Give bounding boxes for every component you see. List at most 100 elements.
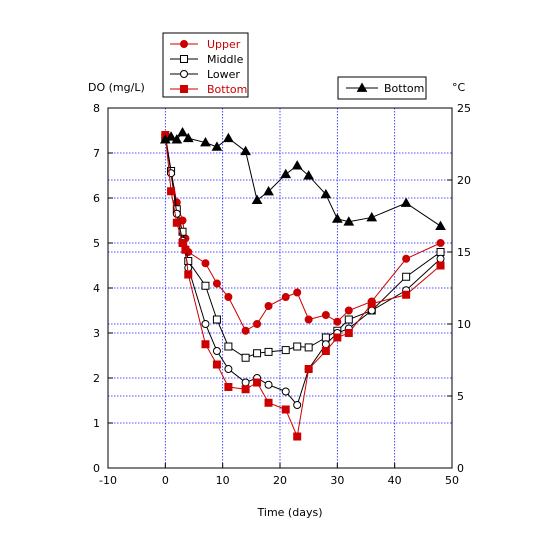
legend-marker [180,40,188,48]
data-point [177,126,188,137]
y-left-tick-label: 5 [93,237,100,250]
series-line [164,134,441,332]
data-point [212,315,221,324]
data-point [436,254,445,263]
data-point [181,245,190,254]
series-layer [159,126,446,441]
data-point [182,132,194,143]
data-point [264,302,273,310]
legend-label: Lower [207,68,240,81]
data-point [201,340,210,349]
data-point [343,216,355,226]
data-point [241,326,250,335]
y-right-tick-label: 0 [457,462,464,475]
x-tick-label: 30 [330,474,344,487]
y-right-tick-label: 25 [457,102,471,115]
y-left-tick-label: 0 [93,462,100,475]
data-point [223,132,234,143]
data-point [241,385,250,394]
x-tick-label: 50 [445,474,459,487]
data-point [224,342,233,351]
data-point [212,347,221,355]
y-right-tick-label: 15 [457,246,471,259]
data-point [333,333,342,342]
data-point [251,194,263,205]
legend-label: Bottom [207,83,247,96]
data-point [402,290,411,299]
legend-marker [180,85,188,93]
data-point [240,145,251,156]
series-bottom-left [161,131,445,441]
data-point [402,272,411,281]
y-axis-left-title: DO (mg/L) [88,81,145,94]
legend-right-box [337,76,427,100]
data-point [212,279,221,288]
data-point [436,239,445,247]
data-point [402,254,411,263]
x-tick-label: 40 [388,474,402,487]
data-point [321,347,330,355]
data-point [201,320,210,328]
data-point [436,248,445,256]
data-point [293,342,302,351]
grid [108,108,452,468]
legend-label: Bottom [384,82,424,95]
series-upper-left [161,131,445,335]
data-point [212,360,221,369]
y-right-tick-label: 5 [457,390,464,403]
data-point [367,299,376,308]
data-point [344,306,353,315]
data-point [344,315,353,324]
data-point [366,211,378,222]
data-point [280,168,292,179]
data-point [321,311,330,319]
data-point [201,281,210,290]
data-point [165,131,177,141]
data-point [167,187,176,196]
series-middle-left [161,133,445,362]
data-point [211,141,223,151]
x-tick-label: -10 [99,474,117,487]
y-left-tick-label: 3 [93,327,100,340]
y-left-tick-label: 1 [93,417,100,430]
y-left-tick-label: 2 [93,372,100,385]
y-axis-right-title: °C [452,81,466,94]
data-point [224,365,233,373]
data-point [263,186,274,196]
data-point [321,333,330,342]
data-point [224,383,233,391]
x-tick-label: 20 [273,474,287,487]
data-point [293,432,302,441]
data-point [178,239,187,247]
data-point [281,405,290,414]
data-point [201,259,210,268]
y-right-tick-label: 20 [457,174,471,187]
y-left-tick-label: 7 [93,147,100,160]
data-point [241,353,250,362]
data-point [184,270,193,279]
data-point [436,261,445,270]
data-point [224,293,233,301]
x-tick-label: 10 [216,474,230,487]
data-point [241,378,250,387]
data-point [303,170,315,180]
data-point [331,213,343,223]
x-tick-label: 0 [162,474,169,487]
data-point [172,218,181,227]
legend-marker [180,55,188,63]
legend-label: Upper [207,38,241,51]
data-point [281,346,290,355]
legend-marker [180,70,188,78]
series-line [165,131,441,227]
data-point [400,197,412,207]
x-axis-title: Time (days) [257,506,323,519]
data-point [304,315,313,324]
y-right-tick-label: 10 [457,318,471,331]
data-point [304,343,313,352]
y-left-tick-label: 6 [93,192,100,205]
data-point [281,387,290,396]
data-point [264,398,273,407]
y-left-tick-label: 4 [93,282,100,295]
data-point [253,349,262,358]
